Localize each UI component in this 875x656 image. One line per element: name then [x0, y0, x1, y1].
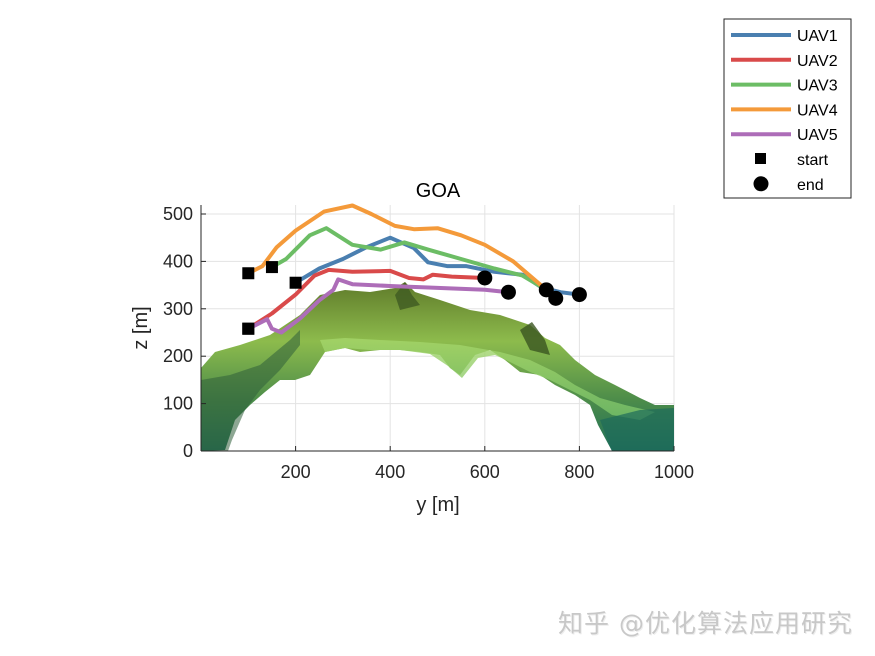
end-marker — [571, 287, 587, 303]
legend-circle-icon — [753, 176, 769, 192]
x-tick-label: 1000 — [654, 462, 694, 482]
y-tick-label: 100 — [163, 394, 193, 414]
trajectory-uav3 — [269, 226, 549, 292]
chart-title: GOA — [416, 180, 461, 202]
end-marker — [548, 290, 564, 306]
legend-label: UAV3 — [797, 78, 838, 95]
x-tick-label: 600 — [470, 462, 500, 482]
start-marker — [289, 276, 302, 289]
start-marker — [242, 322, 255, 335]
legend-label: end — [797, 177, 824, 194]
y-axis-label: z [m] — [130, 306, 152, 349]
trajectory-uav2 — [246, 267, 487, 331]
legend-label: UAV4 — [797, 102, 838, 119]
end-marker — [477, 270, 493, 286]
x-tick-label: 800 — [564, 462, 594, 482]
legend-label: start — [797, 152, 829, 169]
trajectory-uav5 — [246, 277, 511, 335]
y-tick-label: 0 — [183, 441, 193, 461]
start-end-markers — [242, 261, 587, 335]
y-tick-label: 300 — [163, 299, 193, 319]
start-marker — [242, 267, 255, 280]
trajectory-uav4 — [246, 203, 549, 292]
legend-label: UAV2 — [797, 53, 838, 70]
terrain-surface — [201, 282, 674, 451]
legend-label: UAV1 — [797, 28, 838, 45]
axis-ticks: 200 400 600 800 1000 0 100 200 300 400 500 — [163, 204, 694, 482]
legend-label: UAV5 — [797, 127, 838, 144]
watermark: 知乎 @优化算法应用研究 — [558, 609, 853, 638]
x-axis-label: y [m] — [416, 494, 459, 516]
y-tick-label: 500 — [163, 204, 193, 224]
x-tick-label: 400 — [375, 462, 405, 482]
start-marker — [265, 261, 278, 274]
x-tick-label: 200 — [281, 462, 311, 482]
end-marker — [500, 284, 516, 300]
legend-square-icon — [755, 153, 766, 164]
uav-trajectories — [246, 203, 582, 335]
y-tick-label: 400 — [163, 251, 193, 271]
legend: UAV1 UAV2 UAV3 UAV4 UAV5 start end — [723, 18, 852, 199]
y-tick-label: 200 — [163, 346, 193, 366]
